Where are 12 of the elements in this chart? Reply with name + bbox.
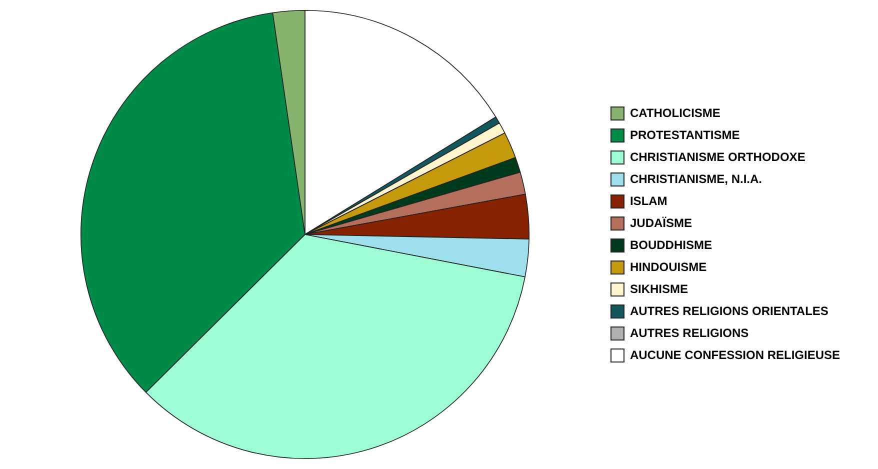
legend-label: BOUDDHISME bbox=[630, 238, 712, 252]
legend-label: AUCUNE CONFESSION RELIGIEUSE bbox=[630, 348, 840, 362]
legend-label: AUTRES RELIGIONS ORIENTALES bbox=[630, 304, 828, 318]
legend-label: JUDAÏSME bbox=[630, 216, 692, 230]
legend-label: PROTESTANTISME bbox=[630, 128, 740, 142]
legend-label: ISLAM bbox=[630, 194, 668, 208]
legend-label: AUTRES RELIGIONS bbox=[630, 326, 749, 340]
legend-label: CHRISTIANISME ORTHODOXE bbox=[630, 150, 806, 164]
legend-label: CHRISTIANISME, N.I.A. bbox=[630, 172, 762, 186]
legend-label: HINDOUISME bbox=[630, 260, 707, 274]
legend-label: SIKHISME bbox=[630, 282, 688, 296]
legend-label: CATHOLICISME bbox=[630, 106, 720, 120]
